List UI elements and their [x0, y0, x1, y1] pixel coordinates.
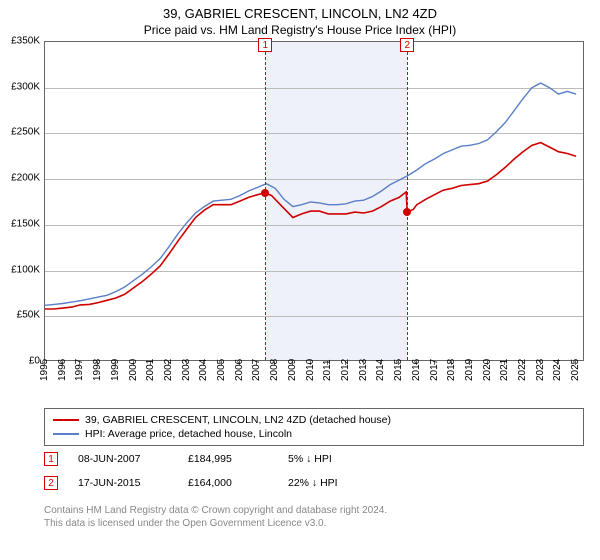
series-price_paid: [45, 143, 576, 309]
x-tick-label: 1998: [92, 359, 103, 381]
attribution-line2: This data is licensed under the Open Gov…: [44, 517, 584, 530]
x-tick-label: 2024: [552, 359, 563, 381]
legend: 39, GABRIEL CRESCENT, LINCOLN, LN2 4ZD (…: [44, 408, 584, 446]
legend-label: HPI: Average price, detached house, Linc…: [85, 428, 292, 440]
y-tick-label: £200K: [0, 173, 40, 184]
marker-line-1: [265, 42, 266, 360]
x-tick-label: 2006: [234, 359, 245, 381]
chart-container: 39, GABRIEL CRESCENT, LINCOLN, LN2 4ZD P…: [0, 0, 600, 560]
y-tick-label: £150K: [0, 218, 40, 229]
y-tick-label: £350K: [0, 36, 40, 47]
x-tick-label: 2017: [429, 359, 440, 381]
legend-row-1: HPI: Average price, detached house, Linc…: [53, 427, 575, 441]
x-tick-label: 2003: [181, 359, 192, 381]
x-tick-label: 2005: [216, 359, 227, 381]
marker-dot-2: [403, 208, 411, 216]
x-tick-label: 1996: [57, 359, 68, 381]
x-tick-label: 2008: [269, 359, 280, 381]
x-tick-label: 2002: [163, 359, 174, 381]
x-tick-label: 2025: [570, 359, 581, 381]
x-tick-label: 2001: [145, 359, 156, 381]
x-tick-label: 2022: [517, 359, 528, 381]
sale-row-2: 2 17-JUN-2015 £164,000 22% ↓ HPI: [44, 476, 584, 490]
y-axis: £0£50K£100K£150K£200K£250K£300K£350K: [0, 41, 42, 361]
sale-marker-2: 2: [44, 476, 58, 490]
x-tick-label: 2016: [411, 359, 422, 381]
x-tick-label: 1995: [39, 359, 50, 381]
marker-box-2: 2: [400, 38, 414, 52]
sale-price-2: £164,000: [188, 477, 268, 489]
x-tick-label: 2009: [287, 359, 298, 381]
chart-subtitle: Price paid vs. HM Land Registry's House …: [0, 21, 600, 41]
x-tick-label: 2020: [482, 359, 493, 381]
y-tick-label: £50K: [0, 310, 40, 321]
x-tick-label: 2000: [128, 359, 139, 381]
plot-area: 12: [44, 41, 584, 361]
sale-delta-1: 5% ↓ HPI: [288, 453, 332, 465]
legend-label: 39, GABRIEL CRESCENT, LINCOLN, LN2 4ZD (…: [85, 414, 391, 426]
x-tick-label: 2015: [393, 359, 404, 381]
y-tick-label: £100K: [0, 264, 40, 275]
x-tick-label: 2014: [375, 359, 386, 381]
x-tick-label: 2019: [464, 359, 475, 381]
sale-price-1: £184,995: [188, 453, 268, 465]
chart-title: 39, GABRIEL CRESCENT, LINCOLN, LN2 4ZD: [0, 0, 600, 21]
attribution-line1: Contains HM Land Registry data © Crown c…: [44, 504, 584, 517]
marker-dot-1: [261, 189, 269, 197]
x-tick-label: 1997: [74, 359, 85, 381]
x-axis: 1995199619971998199920002001200220032004…: [44, 361, 584, 401]
sale-marker-1: 1: [44, 452, 58, 466]
y-tick-label: £250K: [0, 127, 40, 138]
x-tick-label: 2023: [535, 359, 546, 381]
x-tick-label: 2007: [251, 359, 262, 381]
line-series-svg: [45, 42, 585, 362]
attribution: Contains HM Land Registry data © Crown c…: [44, 504, 584, 530]
y-tick-label: £0: [0, 356, 40, 367]
x-tick-label: 2018: [446, 359, 457, 381]
x-tick-label: 1999: [110, 359, 121, 381]
x-tick-label: 2013: [358, 359, 369, 381]
x-tick-label: 2011: [322, 359, 333, 381]
y-tick-label: £300K: [0, 81, 40, 92]
x-tick-label: 2004: [198, 359, 209, 381]
x-tick-label: 2012: [340, 359, 351, 381]
series-hpi: [45, 83, 576, 305]
x-tick-label: 2021: [499, 359, 510, 381]
sale-row-1: 1 08-JUN-2007 £184,995 5% ↓ HPI: [44, 452, 584, 466]
legend-swatch: [53, 433, 79, 435]
x-tick-label: 2010: [305, 359, 316, 381]
chart-area: £0£50K£100K£150K£200K£250K£300K£350K 12 …: [0, 41, 600, 401]
marker-box-1: 1: [258, 38, 272, 52]
sale-delta-2: 22% ↓ HPI: [288, 477, 338, 489]
sale-date-2: 17-JUN-2015: [78, 477, 168, 489]
legend-row-0: 39, GABRIEL CRESCENT, LINCOLN, LN2 4ZD (…: [53, 413, 575, 427]
sale-date-1: 08-JUN-2007: [78, 453, 168, 465]
legend-swatch: [53, 419, 79, 421]
marker-line-2: [407, 42, 408, 360]
